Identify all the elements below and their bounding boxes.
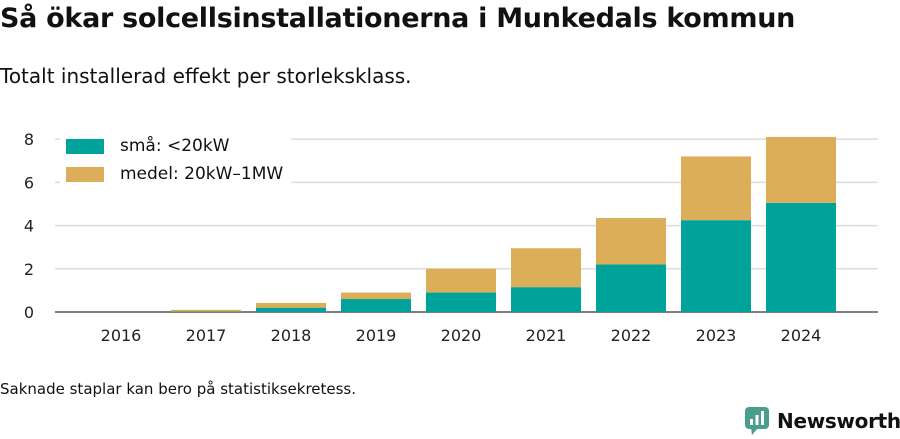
bar-segment-medium-2022: [596, 218, 666, 265]
x-tick-label: 2022: [611, 326, 652, 345]
bar-segment-medium-2021: [511, 248, 581, 288]
bar-segment-medium-2018: [256, 302, 326, 308]
legend-item: medel: 20kW–1MW: [66, 160, 283, 188]
bar-segment-small-2022: [596, 264, 666, 312]
y-tick-label: 0: [24, 303, 34, 322]
x-tick-label: 2018: [271, 326, 312, 345]
legend-item: små: <20kW: [66, 132, 283, 160]
chart-subtitle: Totalt installerad effekt per storlekskl…: [0, 64, 412, 88]
brand-logo[interactable]: Newsworthy: [744, 406, 900, 436]
bar-segment-small-2019: [341, 299, 411, 312]
bars: [171, 136, 836, 312]
x-tick-label: 2016: [101, 326, 142, 345]
bar-segment-small-2020: [426, 292, 496, 312]
x-tick-label: 2024: [781, 326, 822, 345]
y-tick-label: 4: [24, 217, 34, 236]
bar-segment-medium-2017: [171, 309, 241, 312]
chart-logo-icon: [745, 407, 769, 435]
legend-label: medel: 20kW–1MW: [120, 164, 284, 184]
x-tick-label: 2019: [356, 326, 397, 345]
y-tick-label: 2: [24, 260, 34, 279]
brand-name: Newsworthy: [777, 409, 900, 433]
bar-segment-medium-2024: [766, 136, 836, 203]
x-tick-label: 2017: [186, 326, 227, 345]
legend-swatch: [66, 166, 104, 182]
y-tick-label: 8: [24, 130, 34, 149]
legend-swatch: [66, 138, 104, 154]
x-tick-label: 2020: [441, 326, 482, 345]
bar-segment-small-2021: [511, 287, 581, 312]
y-axis: 0 2 4 6 8: [24, 130, 34, 322]
x-tick-label: 2021: [526, 326, 567, 345]
x-axis: 2016 2017 2018 2019 2020 2021 2022 2023 2024: [101, 326, 822, 345]
y-tick-label: 6: [24, 173, 34, 192]
bar-segment-small-2023: [681, 220, 751, 312]
bar-segment-medium-2019: [341, 292, 411, 300]
bar-segment-medium-2020: [426, 268, 496, 293]
chart-title: Så ökar solcellsinstallationerna i Munke…: [0, 3, 796, 34]
bar-segment-small-2018: [256, 307, 326, 312]
footnote: Saknade staplar kan bero på statistiksek…: [0, 380, 357, 398]
bar-segment-medium-2023: [681, 156, 751, 221]
legend-label: små: <20kW: [120, 136, 230, 156]
bar-segment-small-2024: [766, 202, 836, 312]
legend: små: <20kW medel: 20kW–1MW: [60, 128, 292, 192]
x-tick-label: 2023: [696, 326, 737, 345]
